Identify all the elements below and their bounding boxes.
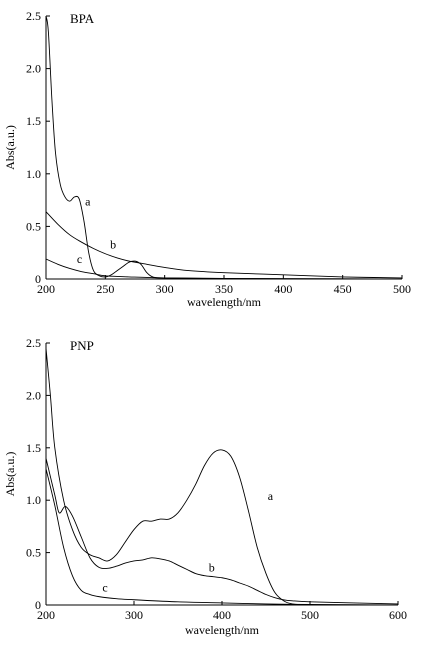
y-tick-label: 0.5 bbox=[26, 546, 41, 560]
y-tick-label: 1.0 bbox=[26, 493, 41, 507]
x-tick-label: 300 bbox=[156, 282, 174, 296]
chart-panel-bpa: 200 250 300 350 400 450 500 0 0.5 1.0 1.5 2.0 2.5 BPA… bbox=[3, 9, 411, 309]
x-tick-label: 200 bbox=[37, 608, 55, 622]
curve-label-b: b bbox=[209, 560, 215, 574]
y-axis-label: Abs(a.u.) bbox=[3, 125, 17, 170]
x-axis-label: wavelength/nm bbox=[187, 295, 262, 309]
x-tick-label: 400 bbox=[213, 608, 231, 622]
series-line-b bbox=[45, 458, 399, 605]
curve-label-c: c bbox=[77, 252, 82, 266]
curve-label-a: a bbox=[85, 194, 91, 208]
x-tick-label: 200 bbox=[37, 282, 55, 296]
series-line-a bbox=[45, 15, 403, 280]
curve-label-a: a bbox=[268, 489, 274, 503]
y-tick-label: 0 bbox=[35, 272, 41, 286]
x-axis-label: wavelength/nm bbox=[185, 623, 260, 637]
chart-title: BPA bbox=[70, 11, 95, 26]
x-tick-label: 500 bbox=[301, 608, 319, 622]
y-tick-label: 1.5 bbox=[26, 441, 41, 455]
curve-label-c: c bbox=[102, 580, 107, 594]
x-tick-label: 250 bbox=[96, 282, 114, 296]
x-tick-label: 350 bbox=[215, 282, 233, 296]
y-tick-label: 0.5 bbox=[26, 219, 41, 233]
series-line-c bbox=[45, 258, 403, 280]
y-tick-label: 0 bbox=[35, 598, 41, 612]
x-tick-label: 600 bbox=[389, 608, 407, 622]
y-axis-label: Abs(a.u.) bbox=[3, 452, 17, 497]
chart-panel-pnp: 200 300 400 500 600 0 0.5 1.0 1.5 2.0 2.5 PNP wavele… bbox=[3, 336, 407, 637]
y-tick-label: 2.0 bbox=[26, 388, 41, 402]
y-tick-label: 2.5 bbox=[26, 9, 41, 23]
series-line-a bbox=[45, 348, 399, 606]
x-tick-label: 300 bbox=[125, 608, 143, 622]
curve-label-b: b bbox=[110, 237, 116, 251]
x-tick-label: 450 bbox=[334, 282, 352, 296]
y-tick-label: 1.0 bbox=[26, 167, 41, 181]
y-tick-label: 2.5 bbox=[26, 336, 41, 350]
y-tick-label: 1.5 bbox=[26, 114, 41, 128]
x-tick-label: 500 bbox=[393, 282, 411, 296]
y-tick-label: 2.0 bbox=[26, 62, 41, 76]
x-tick-label: 400 bbox=[274, 282, 292, 296]
chart-title: PNP bbox=[70, 338, 94, 353]
series-line-c bbox=[45, 468, 399, 606]
series-line-b bbox=[45, 211, 403, 279]
